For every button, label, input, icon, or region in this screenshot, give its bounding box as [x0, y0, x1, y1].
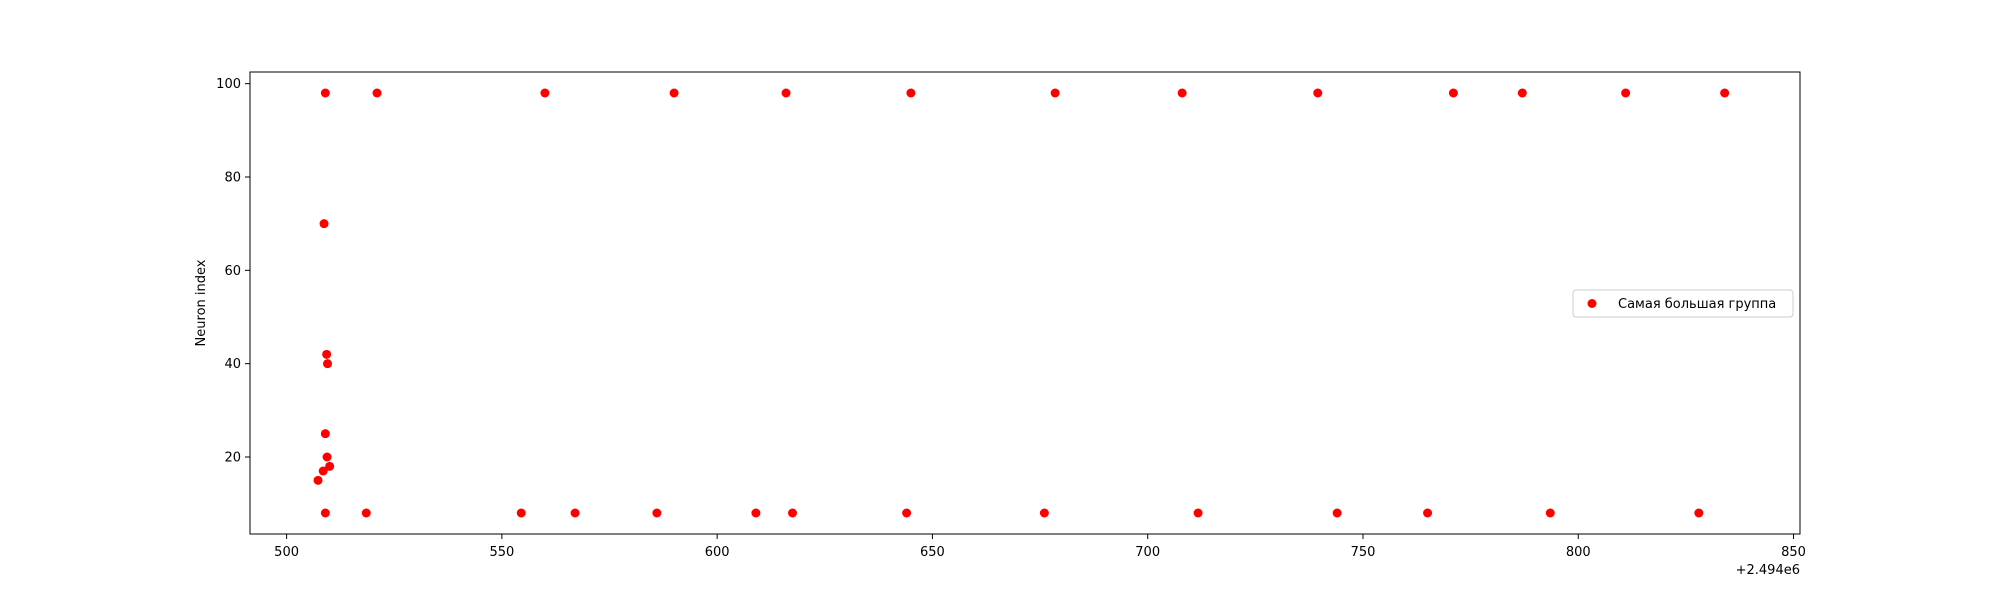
y-tick-label: 100 — [216, 77, 241, 92]
data-point — [313, 475, 323, 485]
y-tick-label: 40 — [224, 357, 241, 372]
data-point — [788, 508, 797, 518]
x-axis-ticks: 500 550 600 650 700 750 800 850 — [274, 534, 1806, 560]
legend-label: Самая большая группа — [1618, 297, 1776, 312]
data-point — [1423, 508, 1433, 518]
data-point — [318, 466, 328, 476]
data-point — [1448, 88, 1458, 98]
data-point — [322, 349, 332, 359]
data-points — [313, 88, 1730, 518]
data-point — [652, 508, 662, 518]
data-point — [1694, 508, 1704, 518]
data-point — [319, 219, 329, 229]
legend-marker — [1587, 299, 1597, 308]
x-tick-label: 700 — [1135, 545, 1160, 560]
y-tick-label: 60 — [224, 264, 241, 279]
x-tick-label: 500 — [274, 545, 299, 560]
data-point — [906, 88, 916, 98]
data-point — [1313, 88, 1323, 98]
data-point — [1517, 88, 1527, 98]
y-tick-label: 20 — [224, 451, 241, 466]
y-axis-label: Neuron index — [194, 259, 209, 346]
data-point — [323, 359, 332, 369]
plot-frame — [249, 71, 1801, 535]
data-point — [320, 508, 330, 518]
data-point — [669, 88, 679, 98]
data-point — [1039, 508, 1049, 518]
data-point — [1177, 88, 1187, 98]
x-tick-label: 550 — [489, 545, 514, 560]
data-point — [902, 508, 912, 518]
data-point — [516, 508, 526, 518]
x-tick-label: 600 — [705, 545, 730, 560]
data-point — [781, 88, 791, 98]
data-point — [1050, 88, 1060, 98]
data-point — [570, 508, 580, 518]
data-point — [751, 508, 761, 518]
legend: Самая большая группа — [1572, 289, 1794, 318]
data-point — [320, 88, 330, 98]
data-point — [1332, 508, 1342, 518]
y-tick-label: 80 — [224, 171, 241, 186]
data-point — [320, 429, 330, 439]
data-point — [1621, 88, 1631, 98]
x-tick-label: 850 — [1781, 545, 1806, 560]
data-point — [1720, 88, 1730, 98]
legend-box — [1572, 289, 1794, 318]
y-axis-ticks: 20 40 60 80 100 — [216, 77, 250, 466]
data-point — [322, 452, 332, 462]
data-point — [325, 461, 335, 471]
x-offset-label: +2.494e6 — [1736, 563, 1800, 578]
data-point — [1193, 508, 1203, 518]
data-point — [1545, 508, 1555, 518]
data-point — [361, 508, 371, 518]
x-tick-label: 650 — [920, 545, 945, 560]
data-point — [540, 88, 550, 98]
x-tick-label: 800 — [1566, 545, 1591, 560]
data-point — [372, 88, 382, 98]
x-tick-label: 750 — [1351, 545, 1376, 560]
